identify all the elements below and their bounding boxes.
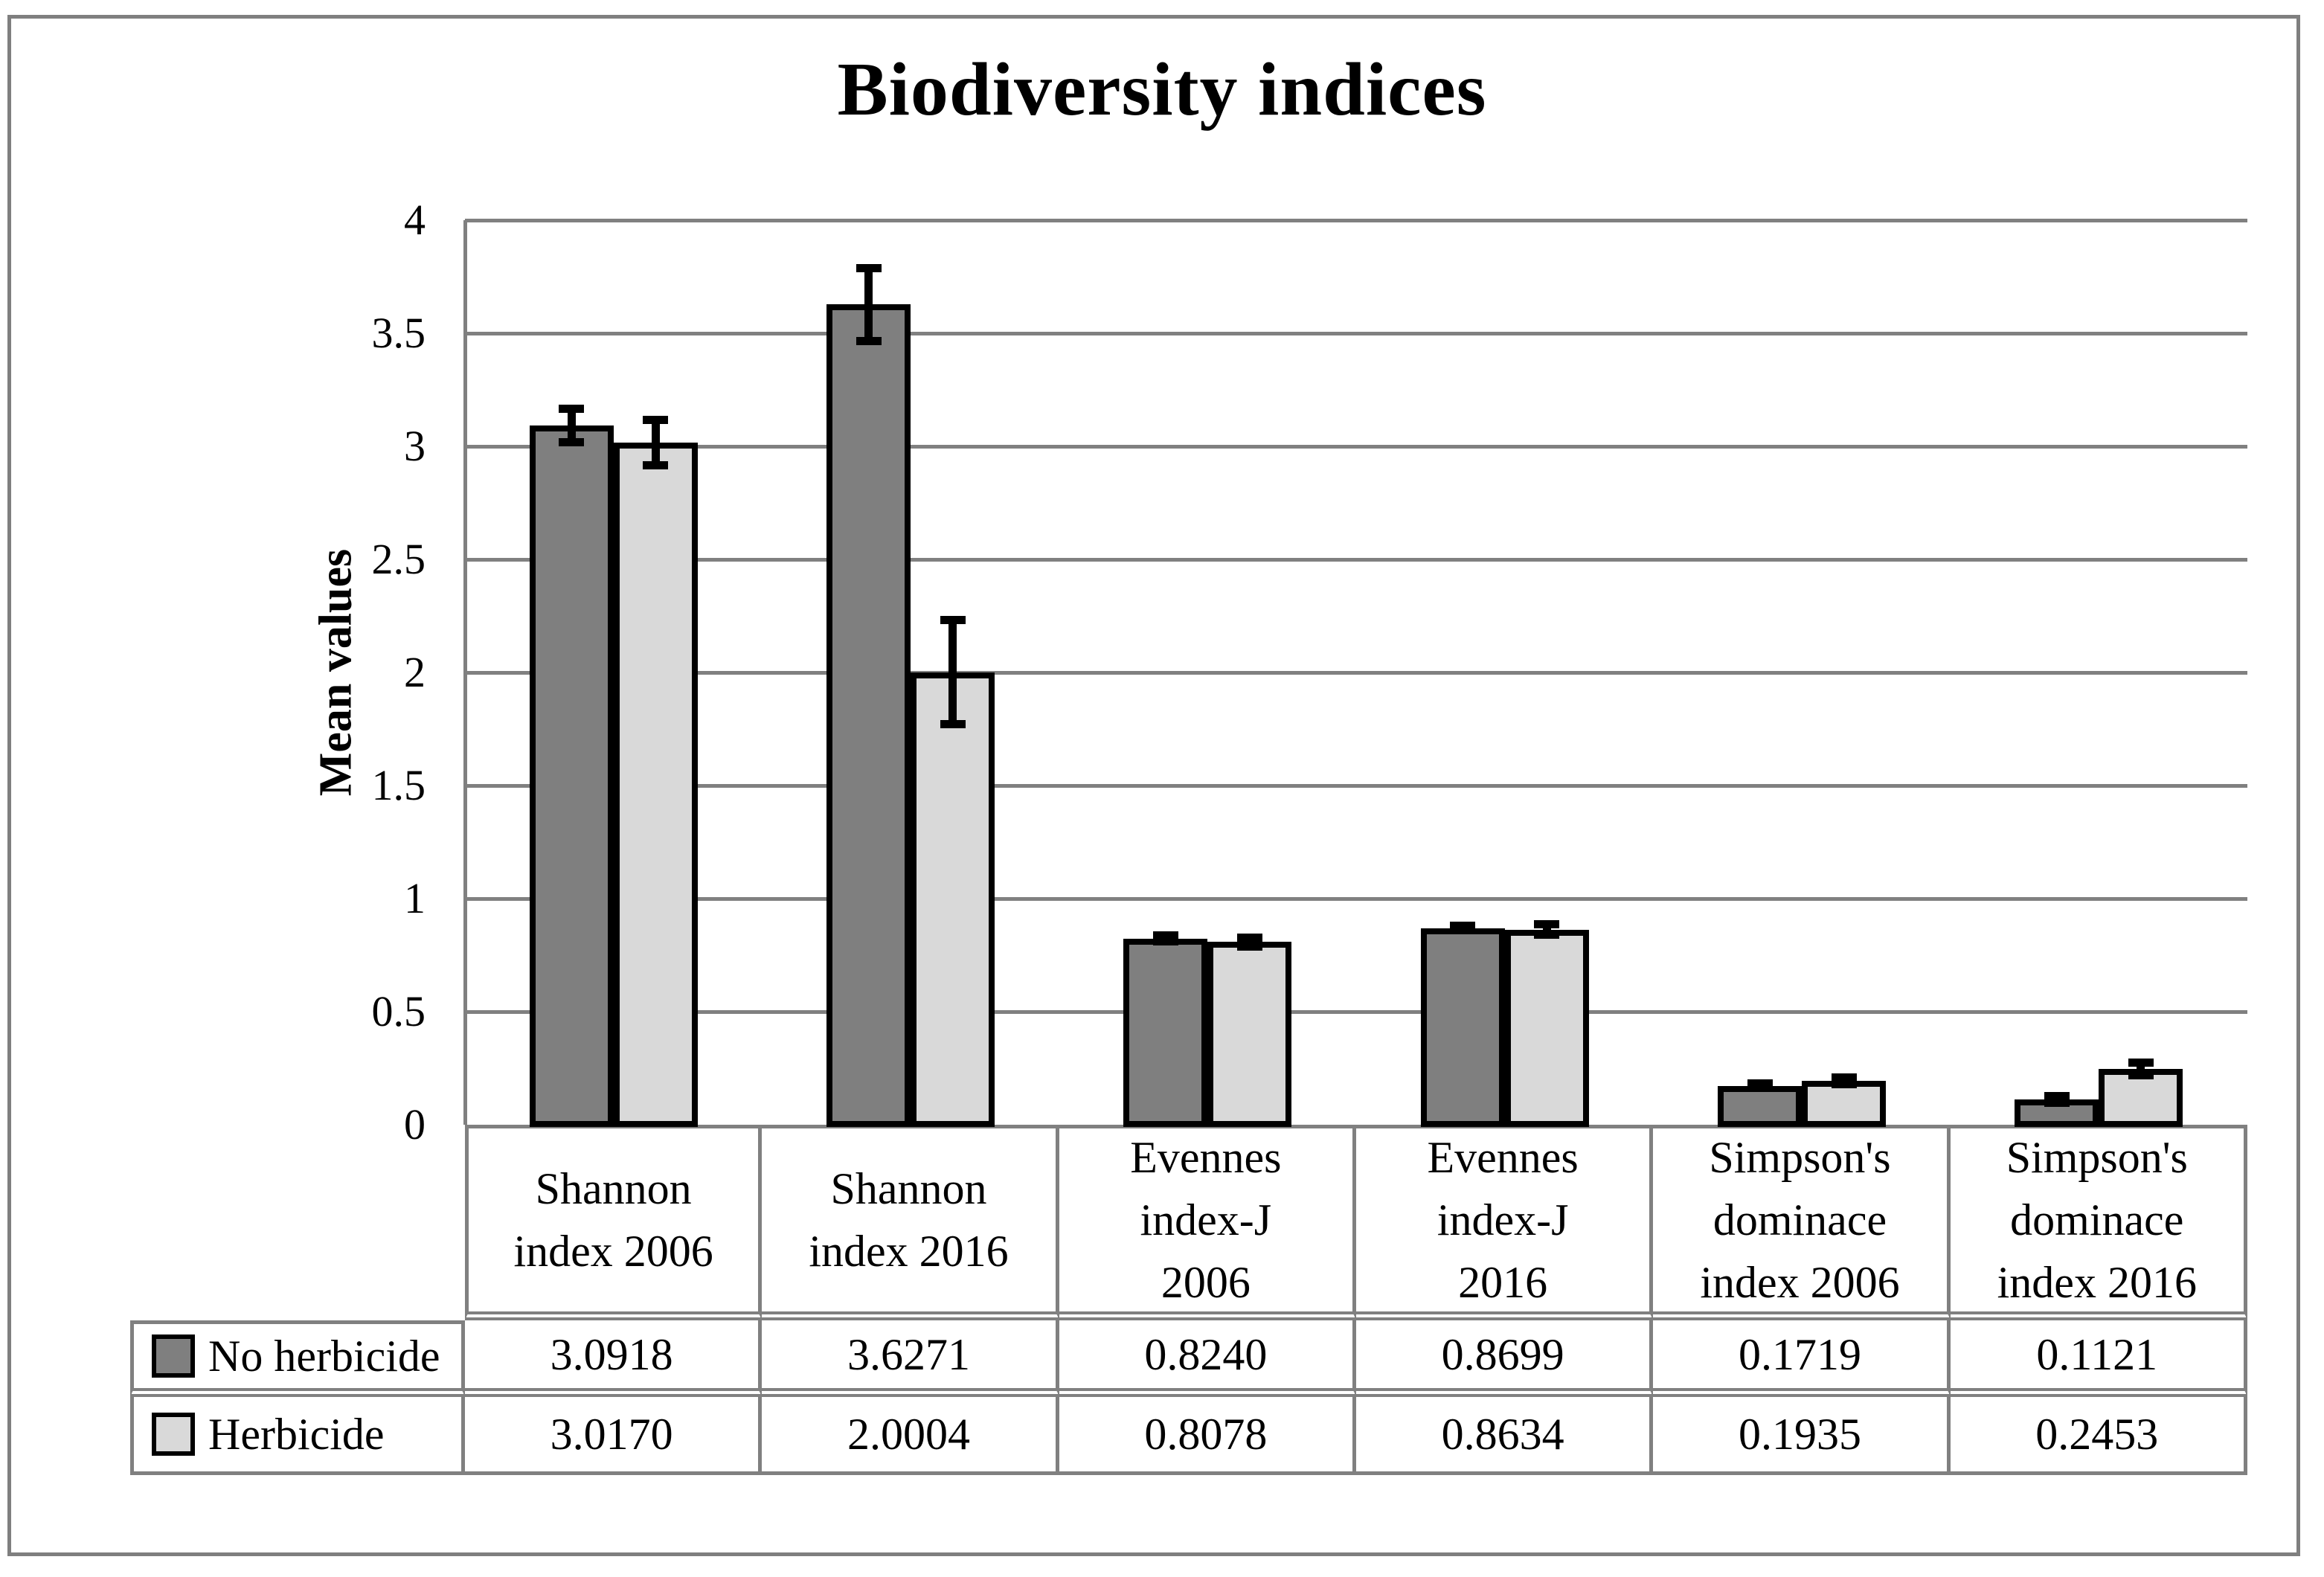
value-cell: 0.1121 bbox=[1950, 1320, 2247, 1397]
error-bar-cap bbox=[1747, 1079, 1773, 1088]
bar-no-herbicide-cat0 bbox=[529, 425, 614, 1127]
error-bar-stem bbox=[948, 620, 957, 725]
error-bar-cap bbox=[1534, 930, 1560, 939]
y-tick-label: 2.5 bbox=[371, 535, 426, 583]
error-bar-cap bbox=[559, 404, 585, 413]
gridline bbox=[465, 671, 2247, 675]
value-cell: 2.0004 bbox=[762, 1397, 1059, 1475]
category-header-cell: Evennes index-J 2016 bbox=[1355, 1125, 1654, 1320]
error-bar-cap bbox=[2044, 1098, 2070, 1107]
value-cell: 0.8078 bbox=[1059, 1397, 1356, 1475]
value-cell: 0.1719 bbox=[1653, 1320, 1951, 1397]
error-bar-stem bbox=[1245, 937, 1254, 947]
category-header-cell: Evennes index-J 2006 bbox=[1059, 1125, 1356, 1320]
error-bar-cap bbox=[2128, 1059, 2154, 1067]
error-bar-stem bbox=[651, 420, 660, 466]
bar-herbicide-cat0 bbox=[613, 442, 698, 1127]
y-tick-label: 0.5 bbox=[371, 987, 426, 1035]
y-tick-label: 4 bbox=[404, 196, 426, 244]
gridline bbox=[465, 897, 2247, 901]
value-cell: 0.8240 bbox=[1059, 1320, 1356, 1397]
y-tick-label: 1.5 bbox=[371, 761, 426, 809]
bar-no-herbicide-cat1 bbox=[826, 304, 911, 1127]
legend-swatch-herbicide bbox=[152, 1413, 195, 1456]
gridline bbox=[465, 784, 2247, 788]
value-cell: 0.1935 bbox=[1653, 1397, 1951, 1475]
bar-herbicide-cat2 bbox=[1207, 942, 1292, 1127]
error-bar-cap bbox=[1236, 942, 1262, 951]
bar-no-herbicide-cat2 bbox=[1123, 938, 1208, 1127]
y-axis-line bbox=[463, 220, 467, 1125]
y-tick-label: 3 bbox=[404, 422, 426, 470]
error-bar-cap bbox=[940, 720, 966, 729]
bar-no-herbicide-cat3 bbox=[1420, 928, 1505, 1127]
error-bar-cap bbox=[856, 336, 882, 345]
value-cell: 3.0170 bbox=[465, 1397, 763, 1475]
error-bar-cap bbox=[1450, 922, 1476, 930]
data-table: Shannon index 2006 Shannon index 2016 Even… bbox=[130, 1125, 2247, 1475]
value-cell: 3.0918 bbox=[465, 1320, 763, 1397]
error-bar-cap bbox=[856, 264, 882, 273]
error-bar-cap bbox=[1236, 933, 1262, 942]
error-bar-cap bbox=[940, 616, 966, 625]
error-bar-cap bbox=[559, 438, 585, 447]
value-cell: 0.8634 bbox=[1355, 1397, 1654, 1475]
category-header-cell: Simpson's dominace index 2016 bbox=[1950, 1125, 2247, 1320]
error-bar-cap bbox=[1534, 920, 1560, 929]
error-bar-cap bbox=[1831, 1080, 1857, 1089]
bar-herbicide-cat1 bbox=[911, 672, 995, 1127]
bar-herbicide-cat3 bbox=[1504, 929, 1589, 1127]
gridline bbox=[465, 332, 2247, 335]
error-bar-cap bbox=[1831, 1073, 1857, 1082]
y-tick-label: 1 bbox=[404, 874, 426, 922]
legend-label: No herbicide bbox=[208, 1332, 440, 1381]
gridline bbox=[465, 445, 2247, 449]
y-tick-label: 3.5 bbox=[371, 309, 426, 357]
error-bar-cap bbox=[1450, 926, 1476, 935]
legend-swatch-no-herbicide bbox=[152, 1334, 195, 1378]
error-bar-cap bbox=[1747, 1084, 1773, 1093]
error-bar-stem bbox=[864, 268, 873, 341]
value-cell: 0.2453 bbox=[1950, 1397, 2247, 1475]
category-header-cell: Shannon index 2006 bbox=[465, 1125, 763, 1320]
error-bar-stem bbox=[2137, 1062, 2145, 1076]
legend-label: Herbicide bbox=[208, 1410, 385, 1459]
value-cell: 3.6271 bbox=[762, 1320, 1059, 1397]
error-bar-cap bbox=[643, 460, 669, 469]
error-bar-stem bbox=[567, 408, 576, 443]
category-header-cell: Shannon index 2016 bbox=[762, 1125, 1059, 1320]
gridline bbox=[465, 1010, 2247, 1014]
error-bar-cap bbox=[2044, 1091, 2070, 1100]
legend-cell: No herbicide bbox=[130, 1320, 465, 1397]
legend-cell: Herbicide bbox=[130, 1397, 465, 1475]
chart-title: Biodiversity indices bbox=[837, 48, 1487, 132]
gridline bbox=[465, 558, 2247, 562]
error-bar-cap bbox=[643, 415, 669, 424]
category-header-cell: Simpson's dominace index 2006 bbox=[1653, 1125, 1951, 1320]
y-tick-label: 0 bbox=[404, 1100, 426, 1149]
error-bar-cap bbox=[1152, 937, 1178, 945]
y-tick-label: 2 bbox=[404, 648, 426, 696]
error-bar-stem bbox=[1542, 924, 1551, 935]
error-bar-cap bbox=[2128, 1071, 2154, 1080]
error-bar-cap bbox=[1152, 931, 1178, 940]
value-cell: 0.8699 bbox=[1355, 1320, 1654, 1397]
gridline bbox=[465, 219, 2247, 222]
